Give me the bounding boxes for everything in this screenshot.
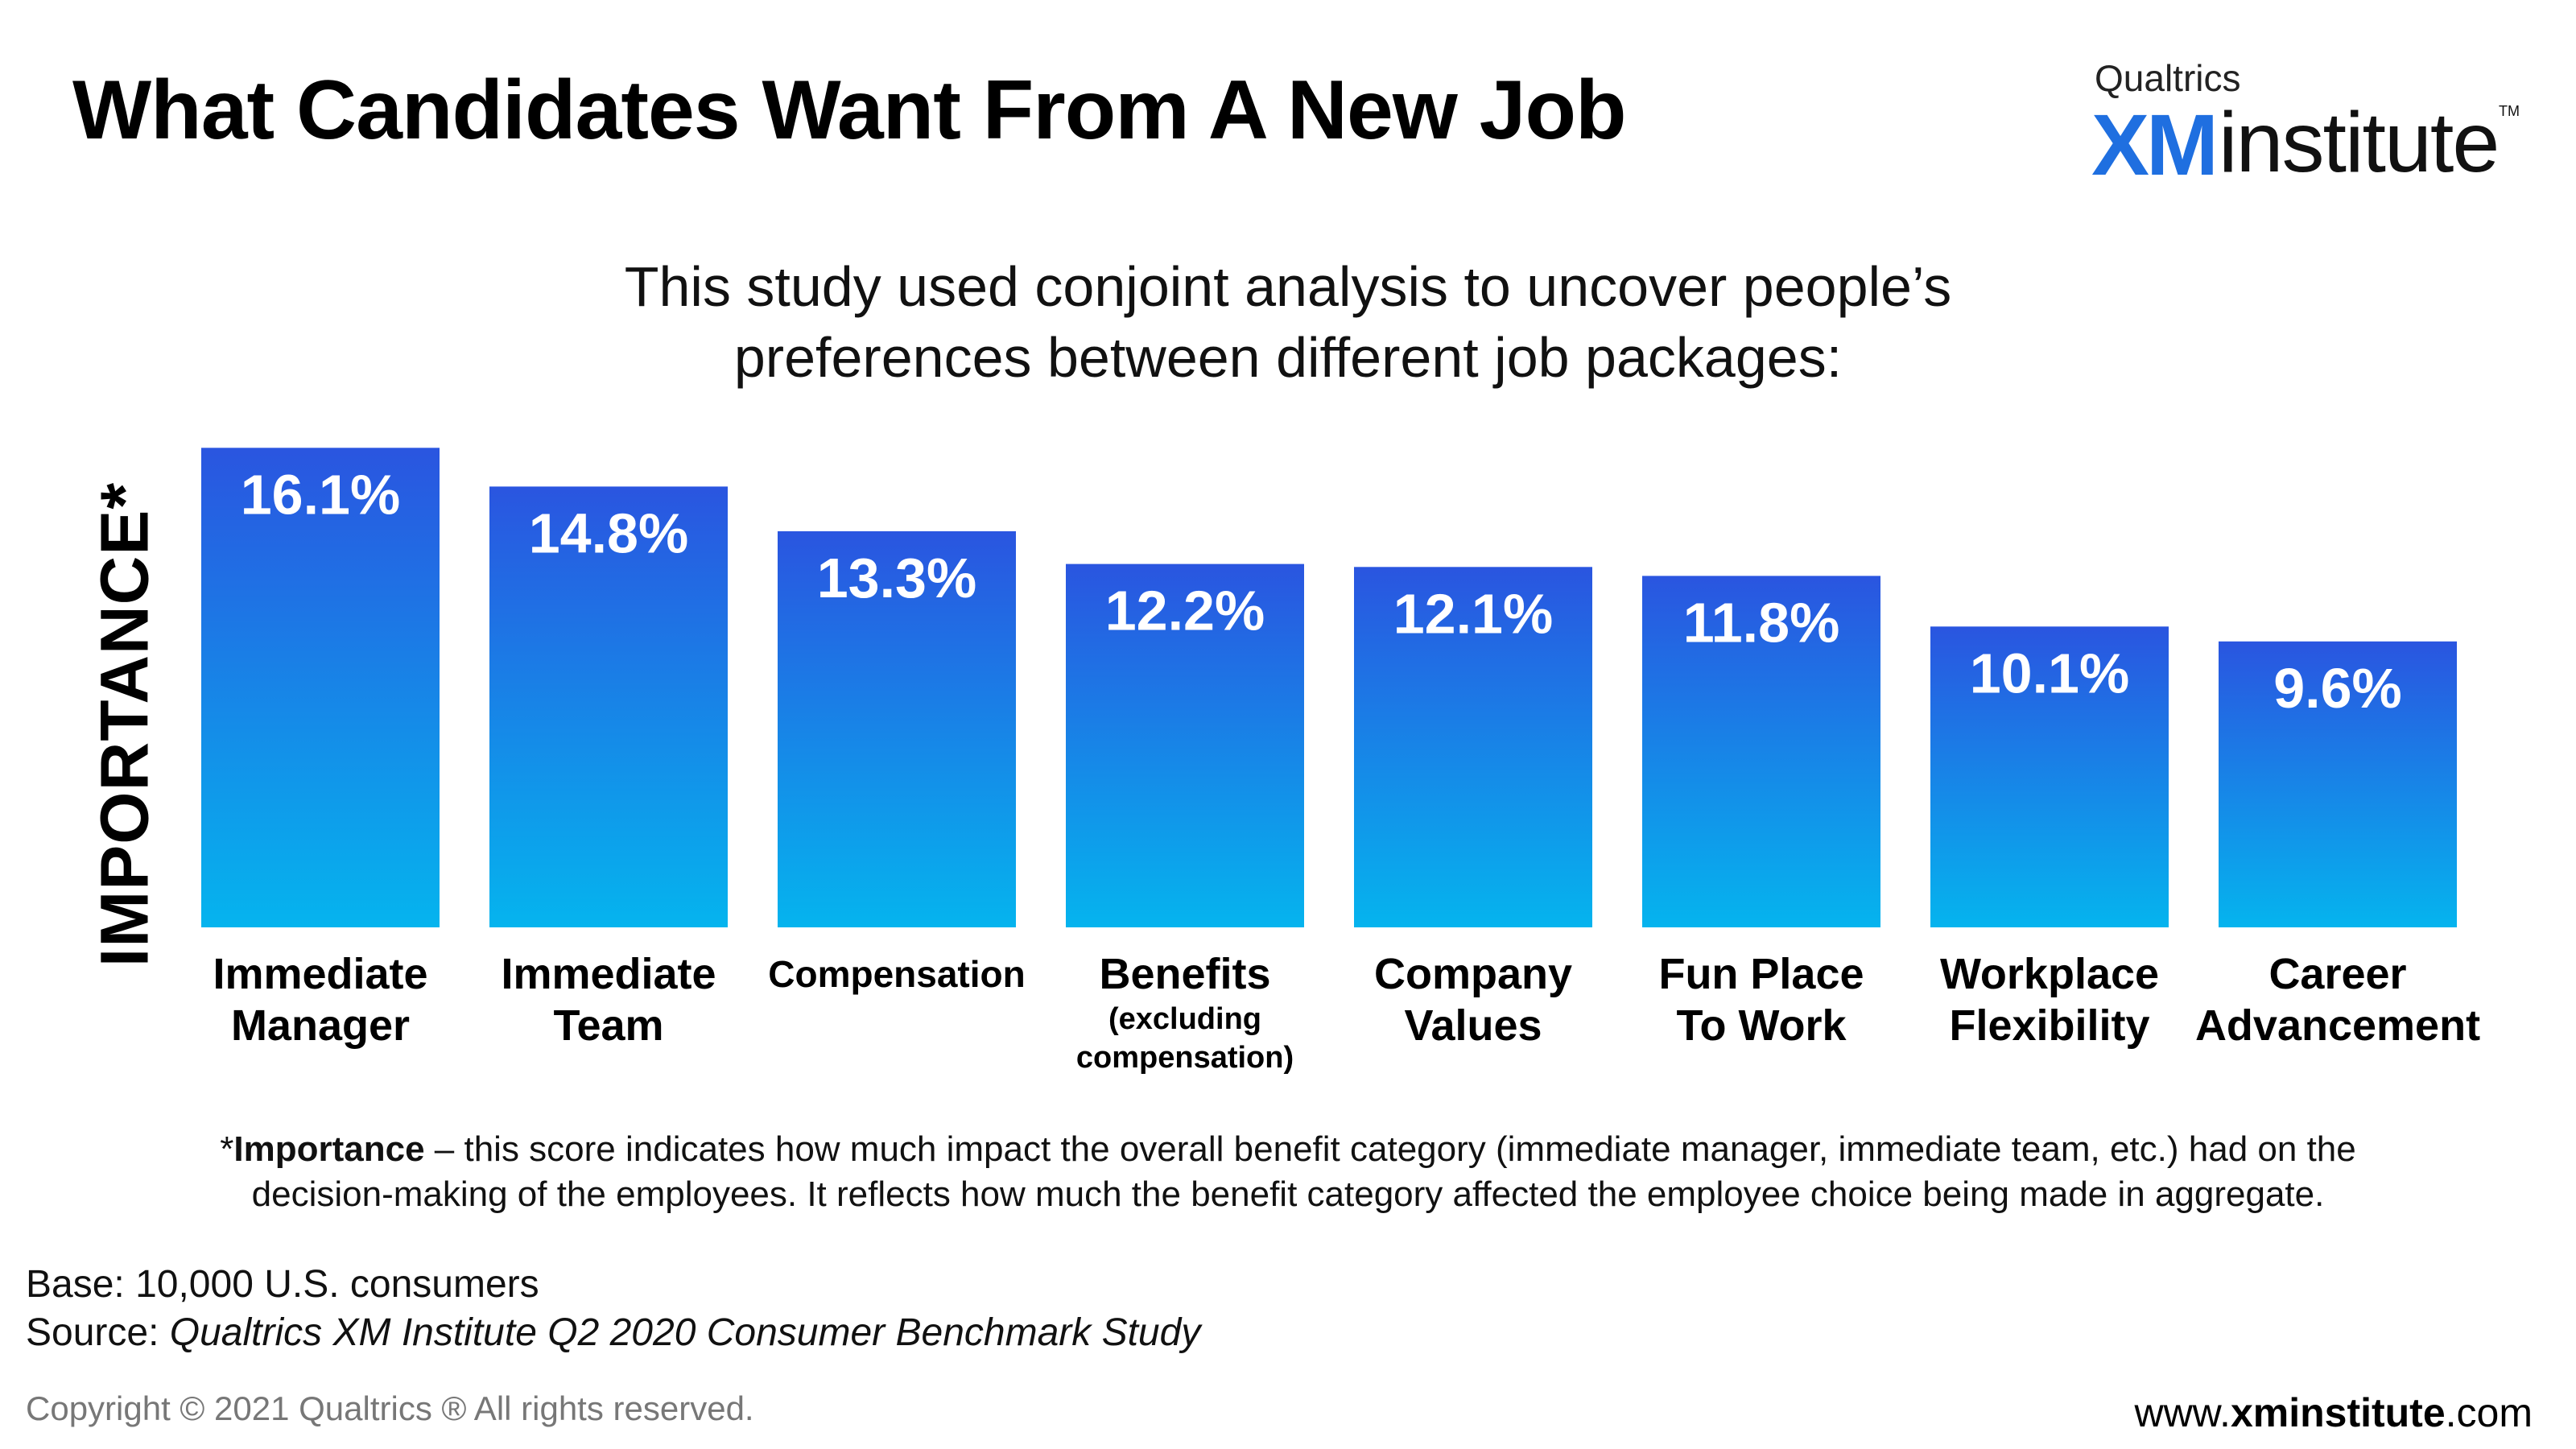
base-and-source: Base: 10,000 U.S. consumers Source: Qual…	[26, 1261, 1200, 1357]
source-text: Source: Qualtrics XM Institute Q2 2020 C…	[26, 1309, 1200, 1357]
footnote-line-2: decision-making of the employees. It ref…	[251, 1174, 2325, 1214]
category-label-3: Compensation	[752, 948, 1042, 1000]
category-label-line-1: Compensation	[768, 953, 1026, 995]
subtitle-line-1: This study used conjoint analysis to unc…	[624, 255, 1952, 318]
bar-2	[489, 486, 728, 927]
page-title: What Candidates Want From A New Job	[72, 64, 1627, 157]
logo-institute: institute	[2219, 95, 2500, 190]
bar-chart: 16.1% 14.8% 13.3% 12.2% 12.1% 11.8% 10.1% 9.6%	[201, 448, 2457, 927]
bar-value-label-6: 11.8%	[1683, 591, 1840, 654]
category-label-line-1: Career	[2268, 950, 2407, 998]
bar-1	[201, 448, 440, 927]
logo-xm: XM	[2091, 96, 2219, 193]
category-label-1: Immediate Manager	[175, 948, 465, 1051]
bar-3	[778, 530, 1016, 927]
category-sublabel-line-1: (excluding	[1108, 1002, 1262, 1036]
bar-value-label-7: 10.1%	[1970, 642, 2129, 704]
bar-6	[1642, 576, 1880, 927]
url-domain: xminstitute	[2230, 1390, 2446, 1435]
footnote-asterisk: *	[220, 1129, 234, 1169]
bar-4	[1066, 564, 1304, 927]
category-label-line-1: Workplace	[1939, 950, 2160, 998]
source-name: Qualtrics XM Institute Q2 2020 Consumer …	[169, 1311, 1201, 1354]
bar-value-label-3: 13.3%	[817, 547, 976, 609]
bar-value-label-1: 16.1%	[241, 463, 400, 526]
url-prefix: www.	[2134, 1390, 2231, 1435]
category-label-line-1: Immediate	[213, 950, 428, 998]
category-label-line-1: Immediate	[501, 950, 716, 998]
bar-7	[1930, 626, 2169, 927]
bar-value-label-5: 12.1%	[1393, 582, 1553, 645]
bar-8	[2219, 641, 2457, 927]
bar-5	[1354, 567, 1592, 927]
footnote-term: Importance	[233, 1129, 425, 1169]
source-label: Source:	[26, 1311, 170, 1354]
copyright-text: Copyright © 2021 Qualtrics ® All rights …	[26, 1389, 754, 1427]
footnote-definition: – this score indicates how much impact t…	[424, 1129, 2356, 1169]
base-text: Base: 10,000 U.S. consumers	[26, 1263, 539, 1306]
importance-footnote: *Importance – this score indicates how m…	[0, 1127, 2576, 1217]
url-suffix: .com	[2445, 1390, 2533, 1435]
category-label-line-1: Fun Place	[1658, 950, 1864, 998]
logo-trademark: TM	[2499, 103, 2520, 119]
category-label-line-2: To Work	[1676, 1001, 1847, 1050]
xm-institute-logo: Qualtrics XM institute TM	[2077, 55, 2528, 190]
category-label-line-1: Company	[1373, 950, 1573, 998]
category-label-line-2: Team	[553, 1001, 664, 1050]
subtitle-line-2: preferences between different job packag…	[733, 326, 1843, 389]
category-label-line-2: Advancement	[2194, 1001, 2481, 1050]
footnote-line-1: *Importance – this score indicates how m…	[0, 1127, 2576, 1172]
bar-value-label-4: 12.2%	[1105, 580, 1265, 642]
category-label-line-1: Benefits	[1099, 950, 1271, 998]
category-label-4: Benefits (excluding compensation)	[1040, 948, 1330, 1077]
bars-group: 16.1% 14.8% 13.3% 12.2% 12.1% 11.8% 10.1% 9.6%	[201, 448, 2457, 927]
category-label-2: Immediate Team	[464, 948, 753, 1051]
category-label-5: Company Values	[1328, 948, 1618, 1051]
category-label-8: Career Advancement	[2193, 948, 2483, 1051]
logo-company-name: Qualtrics	[2095, 57, 2241, 99]
category-label-line-2: Values	[1404, 1001, 1542, 1050]
website-url: www.xminstitute.com	[2134, 1389, 2533, 1436]
category-label-7: Workplace Flexibility	[1905, 948, 2194, 1051]
category-label-line-2: Manager	[230, 1001, 411, 1050]
bar-value-label-8: 9.6%	[2273, 657, 2402, 720]
category-label-line-2: Flexibility	[1949, 1001, 2150, 1050]
bar-value-label-2: 14.8%	[529, 502, 688, 564]
category-label-6: Fun Place To Work	[1616, 948, 1906, 1051]
chart-subtitle: This study used conjoint analysis to unc…	[0, 251, 2576, 393]
category-sublabel-line-2: compensation)	[1075, 1041, 1294, 1075]
